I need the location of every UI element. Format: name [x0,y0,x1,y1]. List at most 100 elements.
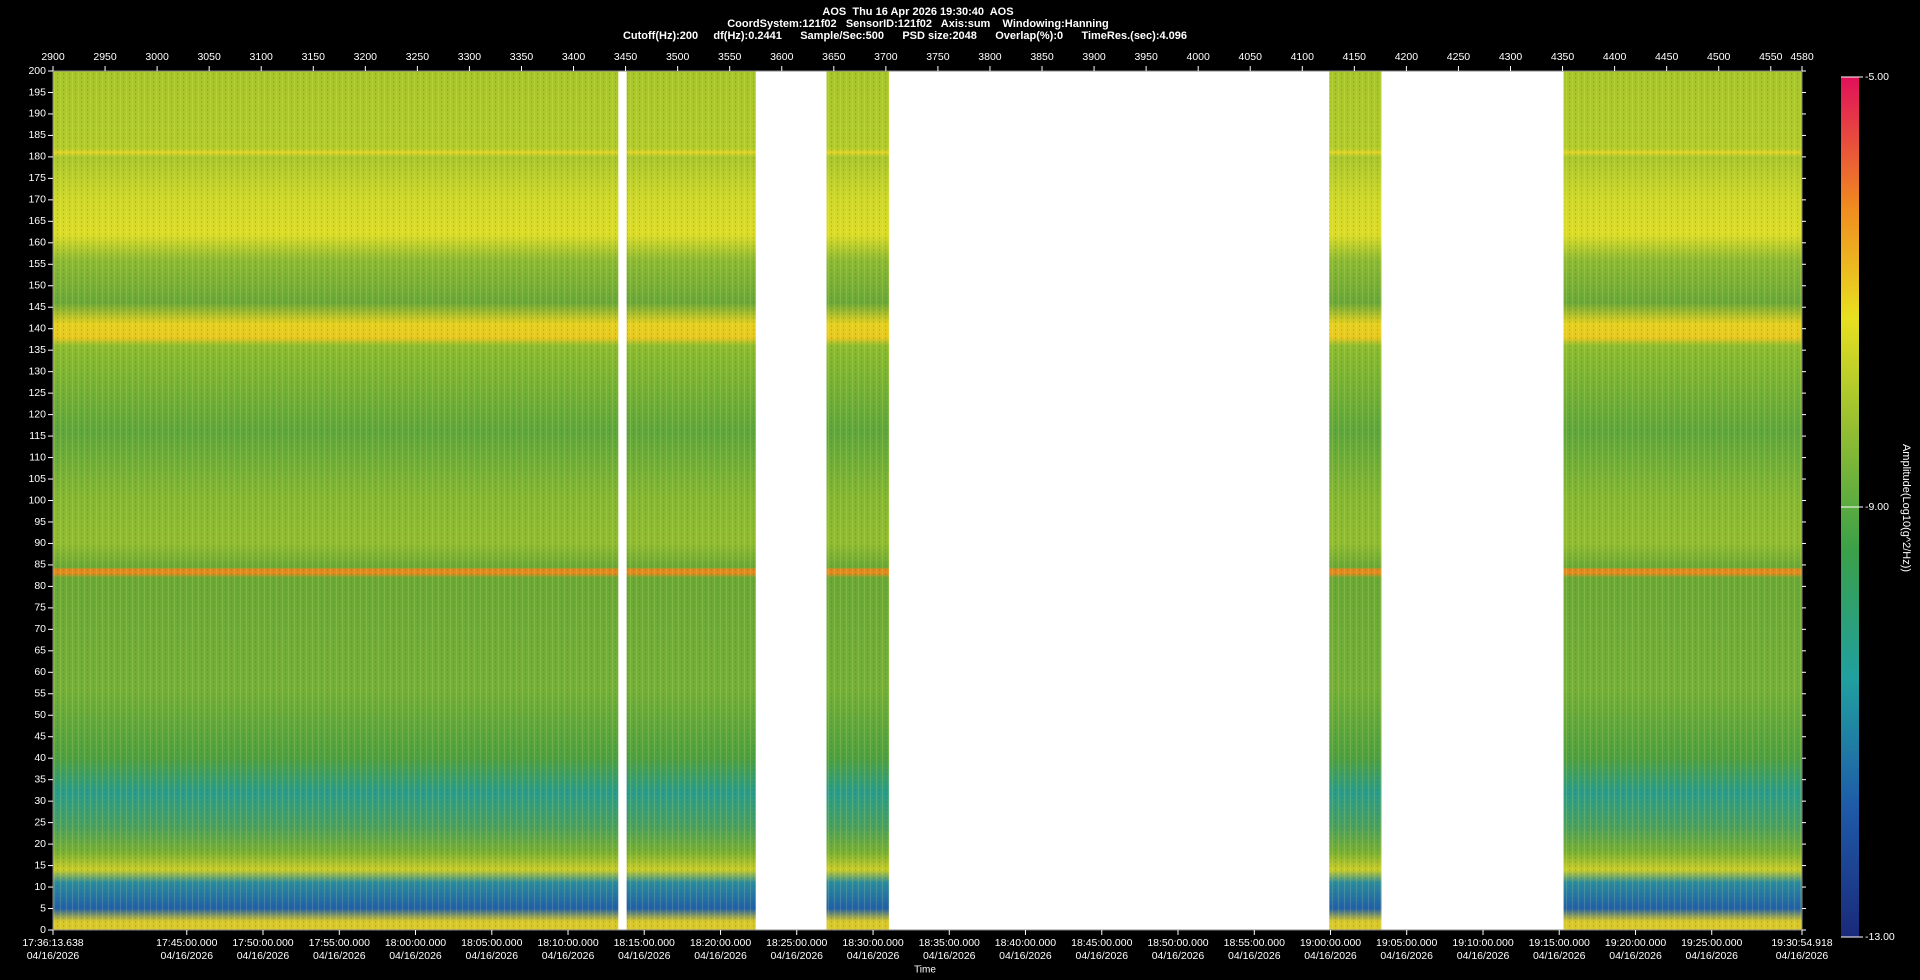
y-tick-label: 130 [28,365,46,377]
time-tick-date: 04/16/2026 [1776,950,1829,962]
x-tick-label: 3350 [510,51,534,63]
x-tick-label: 3250 [406,51,430,63]
time-tick-label: 19:10:00.000 [1452,937,1513,949]
time-tick-date: 04/16/2026 [923,950,976,962]
time-tick-label: 17:50:00.000 [232,937,293,949]
x-tick-label: 3050 [197,51,221,63]
y-tick-label: 55 [34,688,46,700]
time-tick-date: 04/16/2026 [847,950,900,962]
time-tick-date: 04/16/2026 [542,950,595,962]
y-tick-label: 165 [28,215,46,227]
time-tick-date: 04/16/2026 [160,950,213,962]
time-tick-date: 04/16/2026 [313,950,366,962]
time-tick-label: 18:25:00.000 [766,937,827,949]
y-tick-label: 120 [28,408,46,420]
time-tick-date: 04/16/2026 [770,950,823,962]
y-tick-label: 60 [34,666,46,678]
x-tick-label: 4300 [1499,51,1523,63]
spectrogram-texture [1329,71,1382,930]
time-tick-label: 18:10:00.000 [537,937,598,949]
x-tick-label: 4150 [1343,51,1367,63]
time-tick-date: 04/16/2026 [1152,950,1205,962]
spectrogram-texture [826,71,889,930]
y-tick-label: 90 [34,537,46,549]
time-tick-date: 04/16/2026 [1228,950,1281,962]
time-tick-date: 04/16/2026 [1304,950,1357,962]
time-tick-date: 04/16/2026 [1457,950,1510,962]
time-tick-label: 17:55:00.000 [309,937,370,949]
time-tick-label: 18:40:00.000 [995,937,1056,949]
x-tick-label: 3650 [822,51,846,63]
x-tick-label: 4580 [1790,51,1814,63]
x-tick-label: 3600 [770,51,794,63]
time-tick-label: 18:30:00.000 [842,937,903,949]
time-tick-date: 04/16/2026 [694,950,747,962]
time-tick-label: 18:15:00.000 [614,937,675,949]
x-tick-label: 2900 [41,51,65,63]
y-tick-label: 15 [34,859,46,871]
x-axis-label: Time [914,965,936,976]
y-tick-label: 140 [28,322,46,334]
time-tick-label: 18:50:00.000 [1147,937,1208,949]
y-tick-label: 5 [40,902,46,914]
x-tick-label: 3800 [978,51,1002,63]
time-tick-label: 17:36:13.638 [22,937,83,949]
y-tick-label: 10 [34,881,46,893]
x-tick-label: 4450 [1655,51,1679,63]
spectrogram-texture [53,71,619,930]
y-tick-label: 135 [28,344,46,356]
x-tick-label: 2950 [93,51,117,63]
time-tick-date: 04/16/2026 [1075,950,1128,962]
time-tick-date: 04/16/2026 [618,950,671,962]
x-tick-label: 3750 [926,51,950,63]
time-tick-label: 18:35:00.000 [919,937,980,949]
time-tick-label: 18:00:00.000 [385,937,446,949]
y-tick-label: 110 [29,451,46,463]
time-tick-label: 19:30:54.918 [1771,937,1832,949]
y-tick-label: 25 [34,816,46,828]
y-tick-label: 0 [40,924,46,936]
time-tick-label: 19:00:00.000 [1300,937,1361,949]
colorbar-label: Amplitude(Log10(g^2/Hz)) [1900,444,1912,572]
y-tick-label: 180 [28,151,46,163]
y-tick-label: 125 [28,387,46,399]
x-tick-label: 4500 [1707,51,1731,63]
x-tick-label: 3400 [562,51,586,63]
chart-title: AOS Thu 16 Apr 2026 19:30:40 AOS [822,6,1013,18]
time-tick-date: 04/16/2026 [27,950,80,962]
x-tick-label: 4050 [1239,51,1263,63]
y-tick-label: 195 [28,86,46,98]
y-tick-label: 160 [28,237,46,249]
colorbar-tick-label: -13.00 [1865,931,1895,943]
y-tick-label: 30 [34,795,46,807]
y-tick-label: 145 [28,301,46,313]
chart-subtitle: Cutoff(Hz):200 df(Hz):0.2441 Sample/Sec:… [623,30,1187,42]
time-tick-date: 04/16/2026 [999,950,1052,962]
x-tick-label: 3200 [354,51,378,63]
y-tick-label: 105 [28,473,46,485]
x-tick-label: 4100 [1291,51,1315,63]
x-tick-label: 3950 [1134,51,1158,63]
y-tick-label: 20 [34,838,46,850]
chart-subtitle: CoordSystem:121f02 SensorID:121f02 Axis:… [727,18,1109,30]
y-tick-label: 185 [28,129,46,141]
y-tick-label: 200 [28,65,46,77]
x-tick-label: 4350 [1551,51,1575,63]
time-tick-label: 18:20:00.000 [690,937,751,949]
time-tick-date: 04/16/2026 [466,950,519,962]
y-tick-label: 115 [29,430,46,442]
time-tick-date: 04/16/2026 [1685,950,1738,962]
time-tick-label: 19:25:00.000 [1681,937,1742,949]
y-tick-label: 170 [28,194,46,206]
y-tick-label: 35 [34,773,46,785]
time-tick-label: 17:45:00.000 [156,937,217,949]
time-tick-date: 04/16/2026 [1380,950,1433,962]
y-tick-label: 190 [28,108,46,120]
time-tick-date: 04/16/2026 [1609,950,1662,962]
x-tick-label: 3550 [718,51,742,63]
spectrogram-texture [626,71,756,930]
y-tick-label: 175 [28,172,46,184]
time-tick-label: 18:45:00.000 [1071,937,1132,949]
x-tick-label: 3000 [145,51,169,63]
